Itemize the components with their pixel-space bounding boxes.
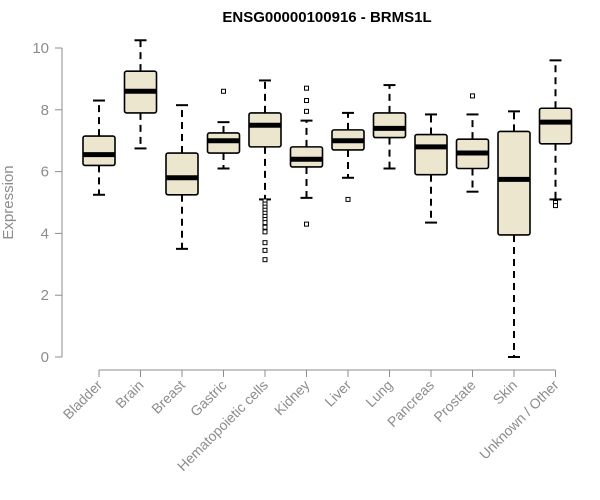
x-tick-label: Breast [148,377,188,417]
x-tick-label: Prostate [430,377,478,425]
outlier-point [304,108,309,114]
x-tick-label: Lung [362,377,395,410]
x-tick-label: Bladder [60,377,106,423]
y-tick-label: 0 [41,349,49,366]
outlier-point [262,240,268,246]
iqr-box [82,135,116,167]
x-tick-label: Unknown / Other [476,377,562,463]
iqr-box [414,133,448,176]
box-unknown-other [538,59,573,209]
iqr-box [248,112,282,148]
y-tick-label: 10 [32,40,49,57]
box-skin [497,110,531,358]
outlier-point [304,98,309,104]
iqr-box [165,152,199,196]
outlier-point [262,247,268,253]
box-prostate [455,93,490,193]
x-tick-label: Liver [321,377,354,410]
outlier-point [345,196,351,202]
box-pancreas [414,113,448,224]
outlier-point [553,203,558,209]
x-tick-label: Kidney [271,377,313,419]
outlier-point [304,221,309,227]
box-breast [165,104,199,250]
chart-title: ENSG00000100916 - BRMS1L [222,9,431,26]
outlier-point [304,85,309,91]
box-lung [372,84,407,170]
box-hematopoietic-cells [248,79,282,263]
y-axis-label: Expression [0,165,17,239]
box-liver [331,111,365,202]
outlier-point [221,88,226,94]
outlier-point [262,224,268,230]
y-axis: 0 2 4 6 8 10 [32,40,63,366]
outlier-point [262,220,268,226]
y-tick-label: 2 [41,287,49,304]
x-tick-label: Skin [490,377,521,408]
iqr-box [372,112,407,139]
box-bladder [82,99,116,196]
box-group [82,39,573,358]
outlier-point [262,229,268,235]
iqr-box [497,130,531,236]
outlier-point [262,257,268,263]
y-tick-label: 8 [41,102,49,119]
y-tick-label: 4 [41,225,49,242]
outlier-point [470,93,475,99]
box-brain [123,39,158,150]
x-tick-label: Brain [112,377,146,411]
box-gastric [206,88,241,170]
iqr-box [538,107,573,145]
box-kidney [289,85,324,227]
y-tick-label: 6 [41,164,49,181]
